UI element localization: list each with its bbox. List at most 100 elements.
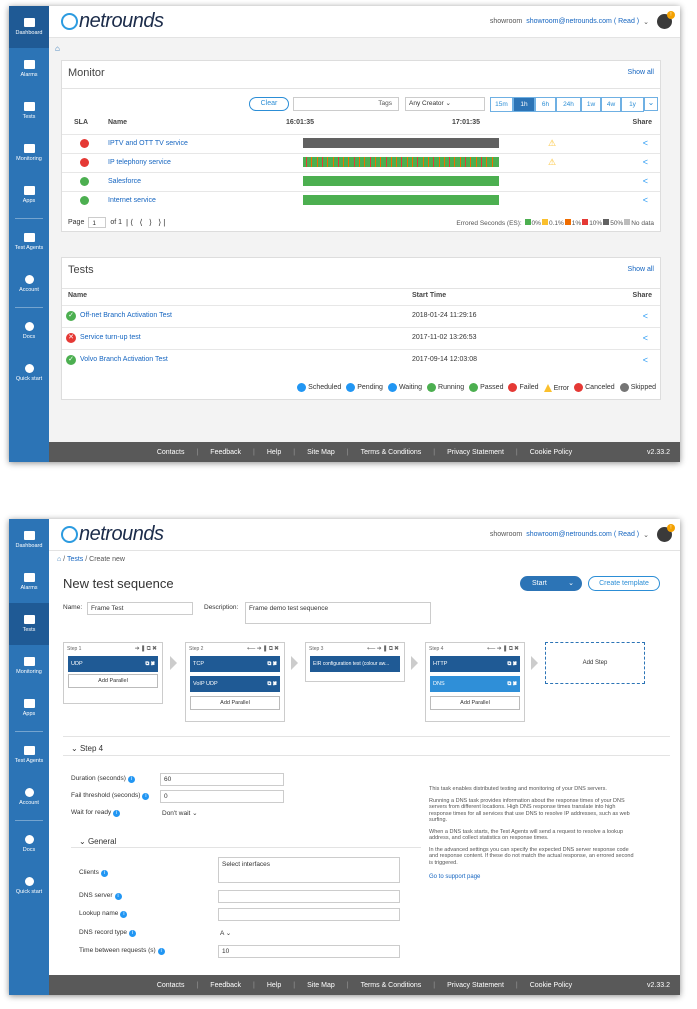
sidebar-item-alarms[interactable]: Alarms <box>9 561 49 603</box>
monitor-name-link[interactable]: IP telephony service <box>108 158 171 166</box>
task-block[interactable]: UDP ⧉ ✖ <box>68 656 158 672</box>
dns-server-input[interactable] <box>218 890 400 903</box>
step-4-section-toggle[interactable]: ⌄ Step 4 <box>71 744 104 753</box>
wait-select[interactable]: Don't wait ⌄ <box>162 810 198 817</box>
footer-link[interactable]: Feedback <box>210 981 242 989</box>
sidebar-item-quick-start[interactable]: Quick start <box>9 865 49 907</box>
monitor-name-link[interactable]: Internet service <box>108 196 156 204</box>
step-toolbar-icons[interactable]: ⟵➜❚⧉✖ <box>487 646 520 652</box>
range-dropdown-chevron-icon[interactable]: ⌄ <box>644 97 658 111</box>
footer-link[interactable]: Contacts <box>156 981 185 989</box>
add-parallel-button[interactable]: Add Parallel <box>430 696 520 710</box>
footer-link[interactable]: Terms & Conditions <box>360 981 422 989</box>
footer-link[interactable]: Site Map <box>307 448 335 456</box>
monitor-row[interactable]: IPTV and OTT TV service ⚠ < <box>62 134 660 151</box>
share-icon[interactable]: < <box>642 138 648 148</box>
sidebar-item-tests[interactable]: Tests <box>9 603 49 645</box>
sidebar-item-monitoring[interactable]: Monitoring <box>9 132 49 174</box>
tags-input[interactable]: Tags <box>293 97 399 111</box>
clear-button[interactable]: Clear <box>249 97 289 111</box>
range-1y[interactable]: 1y <box>621 97 644 112</box>
add-step-button[interactable]: Add Step <box>545 642 645 684</box>
footer-link[interactable]: Cookie Policy <box>529 448 573 456</box>
monitor-show-all-link[interactable]: Show all <box>627 69 654 76</box>
general-section-toggle[interactable]: ⌄ General <box>79 837 117 846</box>
footer-link[interactable]: Help <box>266 981 282 989</box>
range-6h[interactable]: 6h <box>535 97 556 112</box>
share-icon[interactable]: < <box>642 310 648 321</box>
user-menu[interactable]: showroom showroom@netrounds.com ( Read )… <box>490 11 675 29</box>
page-input[interactable]: 1 <box>88 217 107 228</box>
share-icon[interactable]: < <box>642 332 648 343</box>
footer-link[interactable]: Feedback <box>210 448 242 456</box>
duration-input[interactable]: 60 <box>160 773 284 786</box>
monitor-row[interactable]: IP telephony service ⚠ < <box>62 153 660 170</box>
sidebar-item-account[interactable]: Account <box>9 776 49 818</box>
footer-link[interactable]: Site Map <box>307 981 335 989</box>
monitor-row[interactable]: Salesforce < <box>62 172 660 189</box>
sidebar-item-docs[interactable]: Docs <box>9 310 49 352</box>
test-row[interactable]: ✕ Service turn-up test 2017-11-02 13:26:53… <box>62 327 660 347</box>
share-icon[interactable]: < <box>642 195 648 205</box>
user-email-link[interactable]: showroom@netrounds.com ( Read ) <box>526 18 640 25</box>
user-email-link[interactable]: showroom@netrounds.com ( Read ) <box>526 531 640 538</box>
step-toolbar-icons[interactable]: ➜❚⧉✖ <box>134 646 158 652</box>
footer-link[interactable]: Help <box>266 448 282 456</box>
range-1h[interactable]: 1h <box>513 97 535 112</box>
sidebar-item-alarms[interactable]: Alarms <box>9 48 49 90</box>
lookup-name-input[interactable] <box>218 908 400 921</box>
task-block[interactable]: VoIP UDP ⧉ ✖ <box>190 676 280 692</box>
test-row[interactable]: ✓ Volvo Branch Activation Test 2017-09-14 … <box>62 349 660 369</box>
breadcrumb-tests-link[interactable]: Tests <box>66 556 84 563</box>
tests-show-all-link[interactable]: Show all <box>627 266 654 273</box>
monitor-name-link[interactable]: IPTV and OTT TV service <box>108 139 188 147</box>
task-block-selected[interactable]: DNS ⧉ ✖ <box>430 676 520 692</box>
clients-input[interactable]: Select interfaces <box>218 857 400 883</box>
user-menu[interactable]: showroom showroom@netrounds.com ( Read )… <box>490 524 675 542</box>
sidebar-item-dashboard[interactable]: Dashboard <box>9 6 49 48</box>
share-icon[interactable]: < <box>642 157 648 167</box>
share-icon[interactable]: < <box>642 176 648 186</box>
share-icon[interactable]: < <box>642 354 648 365</box>
fail-threshold-input[interactable]: 0 <box>160 790 284 803</box>
footer-link[interactable]: Cookie Policy <box>529 981 573 989</box>
footer-link[interactable]: Terms & Conditions <box>360 448 422 456</box>
sidebar-item-apps[interactable]: Apps <box>9 687 49 729</box>
test-row[interactable]: ✓ Off-net Branch Activation Test 2018-01-2… <box>62 305 660 325</box>
add-parallel-button[interactable]: Add Parallel <box>190 696 280 710</box>
range-1w[interactable]: 1w <box>581 97 601 112</box>
sidebar-item-tests[interactable]: Tests <box>9 90 49 132</box>
sidebar-item-test-agents[interactable]: Test Agents <box>9 221 49 263</box>
range-24h[interactable]: 24h <box>556 97 581 112</box>
test-name-link[interactable]: Volvo Branch Activation Test <box>80 356 168 363</box>
monitor-name-link[interactable]: Salesforce <box>108 177 142 185</box>
sidebar-item-monitoring[interactable]: Monitoring <box>9 645 49 687</box>
time-between-input[interactable]: 10 <box>218 945 400 958</box>
sidebar-item-apps[interactable]: Apps <box>9 174 49 216</box>
notification-bell-icon[interactable]: ! <box>657 524 675 542</box>
task-block[interactable]: TCP ⧉ ✖ <box>190 656 280 672</box>
notification-bell-icon[interactable]: ! <box>657 11 675 29</box>
monitor-row[interactable]: Internet service < <box>62 191 660 208</box>
task-block[interactable]: EIR configuration test (colour aw... <box>310 656 400 672</box>
creator-select[interactable]: Any Creator ⌄ <box>405 97 485 111</box>
start-button[interactable]: Start ⌄ <box>520 576 582 591</box>
support-page-link[interactable]: Go to support page <box>429 874 481 880</box>
step-toolbar-icons[interactable]: ⟵➜❚⧉✖ <box>367 646 400 652</box>
record-type-select[interactable]: A ⌄ <box>220 930 232 937</box>
home-icon[interactable]: ⌂ <box>55 44 60 53</box>
create-template-button[interactable]: Create template <box>588 576 660 591</box>
task-block[interactable]: HTTP ⧉ ✖ <box>430 656 520 672</box>
sidebar-item-account[interactable]: Account <box>9 263 49 305</box>
step-toolbar-icons[interactable]: ⟵➜❚⧉✖ <box>247 646 280 652</box>
name-input[interactable]: Frame Test <box>87 602 193 615</box>
sidebar-item-quick-start[interactable]: Quick start <box>9 352 49 394</box>
sidebar-item-test-agents[interactable]: Test Agents <box>9 734 49 776</box>
sidebar-item-dashboard[interactable]: Dashboard <box>9 519 49 561</box>
description-input[interactable]: Frame demo test sequence <box>245 602 431 624</box>
footer-link[interactable]: Privacy Statement <box>447 448 504 456</box>
sidebar-item-docs[interactable]: Docs <box>9 823 49 865</box>
pager-nav-icons[interactable]: |⟨ ⟨ ⟩ ⟩| <box>126 218 168 227</box>
footer-link[interactable]: Contacts <box>156 448 185 456</box>
range-15m[interactable]: 15m <box>490 97 513 112</box>
